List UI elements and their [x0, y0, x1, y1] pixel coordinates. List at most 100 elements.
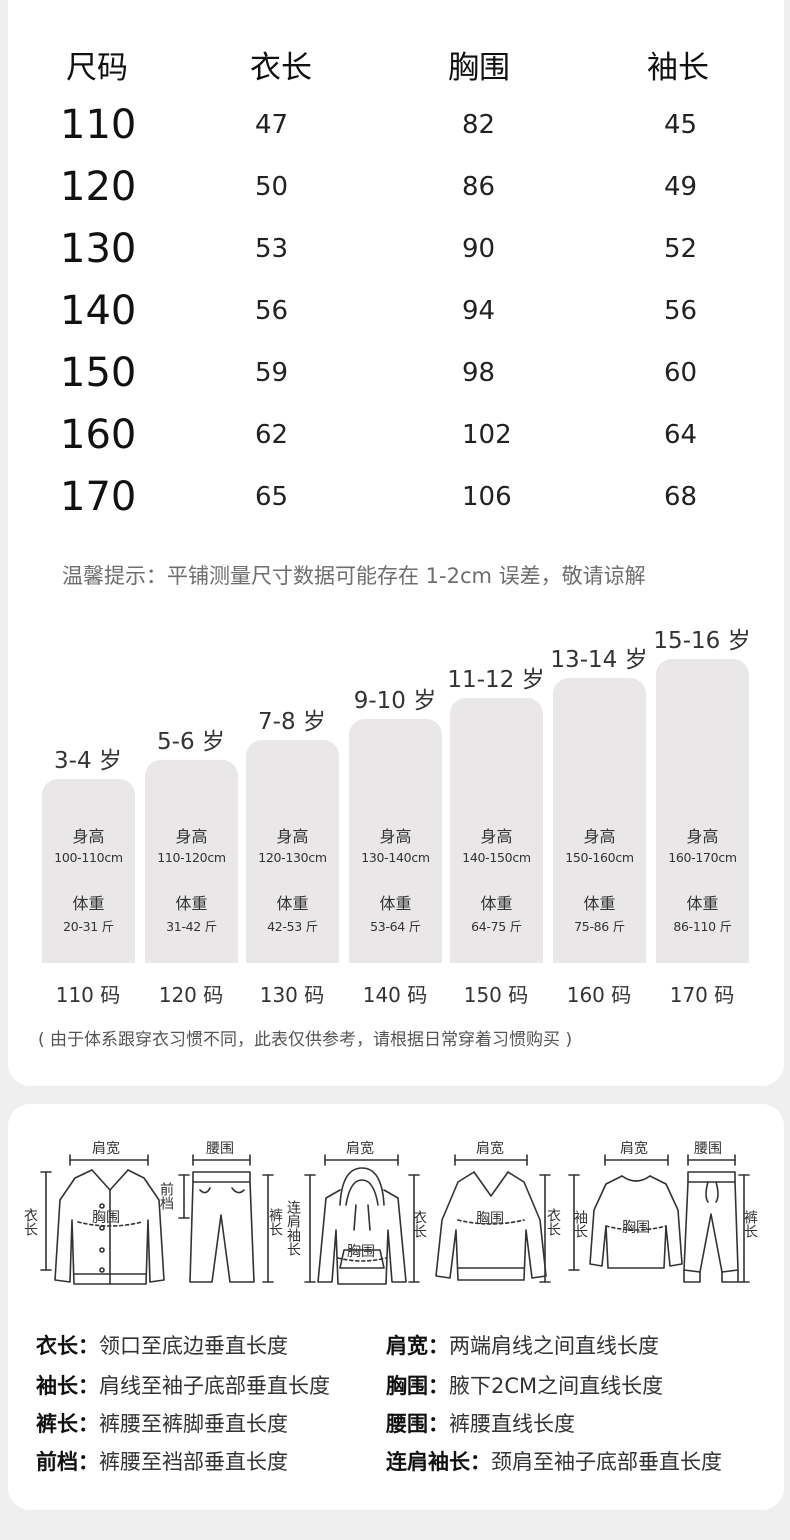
weight-value: 20-31 斤 — [63, 919, 114, 934]
definition-item: 胸围：腋下2CM之间直线长度 — [386, 1370, 663, 1400]
sweater-icon — [435, 1154, 551, 1283]
age-label: 15-16 岁 — [653, 628, 751, 654]
reference-note: ( 由于体系跟穿衣习惯不同，此表仅供参考，请根据日常穿着习惯购买 ) — [38, 1030, 573, 1050]
height-value: 100-110cm — [54, 850, 123, 865]
pants-length-label: 裤长 — [267, 1208, 283, 1236]
measure-cell: 64 — [664, 420, 698, 450]
size-cell: 130 — [60, 226, 137, 272]
weight-value: 53-64 斤 — [370, 919, 421, 934]
age-bar: 身高 110-120cm 体重 31-42 斤 — [145, 760, 238, 963]
height-label: 身高 — [583, 827, 616, 846]
height-value: 160-170cm — [668, 850, 737, 865]
weight-label: 体重 — [72, 894, 105, 913]
measure-cell: 47 — [255, 110, 289, 140]
sweatshirt-shoulder-label: 肩宽 — [620, 1140, 648, 1157]
definition-colon: ： — [428, 1412, 449, 1436]
sweater-chest-label: 胸围 — [476, 1211, 504, 1227]
height-label: 身高 — [480, 827, 513, 846]
measure-cell: 53 — [255, 234, 289, 264]
pants-waist-label: 腰围 — [206, 1141, 234, 1157]
height-value: 110-120cm — [157, 850, 226, 865]
definition-colon: ： — [78, 1450, 99, 1474]
weight-label: 体重 — [480, 894, 513, 913]
hoodie-raglan-label: 连肩袖长 — [285, 1200, 301, 1256]
header-length: 衣长 — [250, 50, 312, 86]
hoodie-length-label: 衣长 — [411, 1210, 427, 1238]
hoodie-shoulder-label: 肩宽 — [346, 1140, 374, 1157]
definition-term: 肩宽 — [386, 1334, 428, 1358]
jogger-length-label: 裤长 — [742, 1210, 758, 1238]
age-bar: 身高 150-160cm 体重 75-86 斤 — [553, 678, 646, 963]
jogger-waist-label: 腰围 — [694, 1141, 722, 1157]
definition-desc: 两端肩线之间直线长度 — [449, 1334, 659, 1358]
definition-item: 连肩袖长：颈肩至袖子底部垂直长度 — [386, 1446, 722, 1476]
measure-cell: 52 — [664, 234, 698, 264]
definition-term: 袖长 — [36, 1374, 78, 1398]
size-label: 110 码 — [55, 983, 121, 1007]
definition-colon: ： — [78, 1374, 99, 1398]
measure-cell: 49 — [664, 172, 698, 202]
definition-term: 胸围 — [386, 1374, 428, 1398]
height-value: 120-130cm — [258, 850, 327, 865]
age-bar: 身高 160-170cm 体重 86-110 斤 — [656, 659, 749, 963]
definition-item: 腰围：裤腰直线长度 — [386, 1408, 575, 1438]
size-label: 140 码 — [362, 983, 428, 1007]
size-cell: 110 — [60, 102, 137, 148]
size-cell: 170 — [60, 474, 137, 520]
size-label: 130 码 — [259, 983, 325, 1007]
weight-label: 体重 — [686, 894, 719, 913]
pants-front-rise-label: 前档 — [158, 1181, 174, 1210]
measure-cell: 106 — [462, 482, 512, 512]
measure-cell: 94 — [462, 296, 496, 326]
header-size: 尺码 — [66, 50, 128, 86]
weight-value: 75-86 斤 — [574, 919, 625, 934]
age-label: 11-12 岁 — [447, 667, 545, 693]
hoodie-icon — [304, 1154, 420, 1285]
measure-cell: 50 — [255, 172, 289, 202]
height-label: 身高 — [72, 827, 105, 846]
definition-item: 肩宽：两端肩线之间直线长度 — [386, 1330, 659, 1360]
sweatshirt-icon — [568, 1154, 683, 1271]
measure-cell: 45 — [664, 110, 698, 140]
sweatshirt-sleeve-label: 袖长 — [572, 1210, 588, 1238]
measure-cell: 59 — [255, 358, 289, 388]
measure-cell: 86 — [462, 172, 496, 202]
measure-cell: 102 — [462, 420, 512, 450]
definition-desc: 裤腰至裆部垂直长度 — [99, 1450, 288, 1474]
definition-colon: ： — [428, 1374, 449, 1398]
size-label: 150 码 — [463, 983, 529, 1007]
age-label: 9-10 岁 — [353, 688, 437, 714]
definition-colon: ： — [470, 1450, 491, 1474]
jacket-shoulder-label: 肩宽 — [92, 1140, 120, 1157]
measure-cell: 98 — [462, 358, 496, 388]
weight-label: 体重 — [276, 894, 309, 913]
definition-term: 腰围 — [386, 1412, 428, 1436]
height-value: 150-160cm — [565, 850, 634, 865]
definition-item: 袖长：肩线至袖子底部垂直长度 — [36, 1370, 330, 1400]
age-bar: 身高 140-150cm 体重 64-75 斤 — [450, 698, 543, 963]
sweater-shoulder-label: 肩宽 — [476, 1140, 504, 1157]
measurement-tip: 温馨提示：平铺测量尺寸数据可能存在 1-2cm 误差，敬请谅解 — [62, 564, 646, 588]
size-cell: 120 — [60, 164, 137, 210]
pants-icon — [178, 1154, 274, 1283]
sweater-length-label: 衣长 — [545, 1208, 561, 1236]
weight-value: 86-110 斤 — [673, 919, 732, 934]
measure-cell: 56 — [255, 296, 289, 326]
definition-colon: ： — [78, 1412, 99, 1436]
age-bar: 身高 100-110cm 体重 20-31 斤 — [42, 779, 135, 963]
sweatshirt-chest-label: 胸围 — [622, 1220, 650, 1236]
measure-cell: 65 — [255, 482, 289, 512]
measurement-guide-card — [8, 1104, 784, 1510]
size-cell: 160 — [60, 412, 137, 458]
weight-value: 42-53 斤 — [267, 919, 318, 934]
hoodie-chest-label: 胸围 — [347, 1244, 375, 1260]
weight-label: 体重 — [583, 894, 616, 913]
weight-value: 64-75 斤 — [471, 919, 522, 934]
measure-cell: 68 — [664, 482, 698, 512]
size-cell: 150 — [60, 350, 137, 396]
definition-desc: 领口至底边垂直长度 — [99, 1334, 288, 1358]
jacket-length-label: 衣长 — [22, 1208, 38, 1236]
jacket-icon — [40, 1154, 165, 1285]
age-bar: 身高 130-140cm 体重 53-64 斤 — [349, 719, 442, 963]
